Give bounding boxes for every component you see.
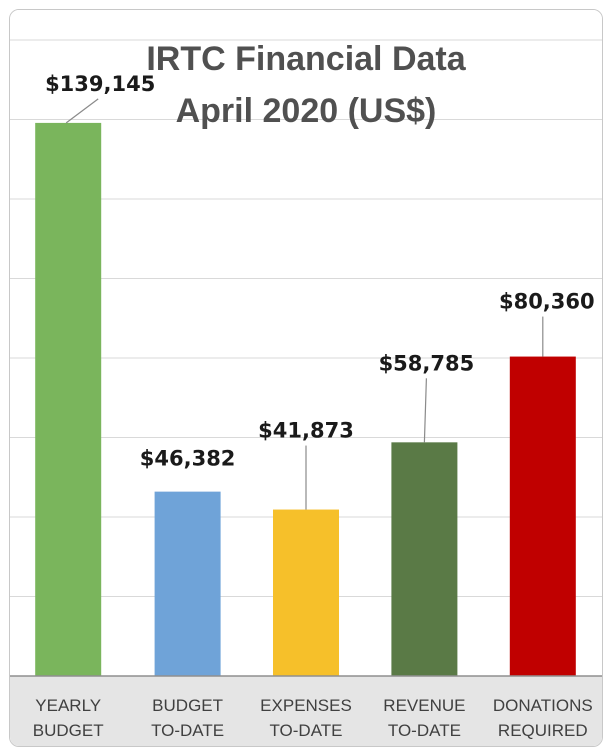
data-label: $139,145 bbox=[45, 72, 155, 96]
category-tick-label: TO-DATE bbox=[269, 721, 342, 740]
category-tick-label: TO-DATE bbox=[151, 721, 224, 740]
category-tick-label: EXPENSES bbox=[260, 696, 352, 715]
category-tick-label: DONATIONS bbox=[493, 696, 593, 715]
bars bbox=[35, 122, 576, 677]
leader-lines bbox=[65, 98, 544, 510]
category-tick-label: REQUIRED bbox=[498, 721, 588, 740]
bar bbox=[509, 356, 576, 676]
chart-title: IRTC Financial Data bbox=[146, 40, 466, 78]
bar bbox=[154, 491, 221, 676]
category-tick-label: BUDGET bbox=[33, 721, 104, 740]
category-tick-label: TO-DATE bbox=[388, 721, 461, 740]
category-tick-label: BUDGET bbox=[152, 696, 223, 715]
bar-chart: $139,145 $46,382 $41,873 $58,785 $80,360 YEA… bbox=[10, 10, 602, 746]
category-axis-band bbox=[10, 676, 602, 746]
leader-line bbox=[423, 378, 427, 443]
category-tick-labels: YEARLY BUDGET BUDGET TO-DATE EXPENSES TO-DATE… bbox=[33, 696, 593, 740]
category-tick-label: REVENUE bbox=[383, 696, 465, 715]
data-label: $46,382 bbox=[140, 447, 236, 471]
data-label: $58,785 bbox=[379, 351, 475, 375]
data-labels: $139,145 $46,382 $41,873 $58,785 $80,360 bbox=[45, 72, 595, 471]
bar bbox=[35, 122, 102, 677]
chart-subtitle: April 2020 (US$) bbox=[176, 92, 437, 130]
bar bbox=[391, 442, 458, 676]
data-label: $80,360 bbox=[499, 290, 595, 314]
chart-frame: $139,145 $46,382 $41,873 $58,785 $80,360 YEA… bbox=[9, 9, 603, 747]
data-label: $41,873 bbox=[258, 419, 354, 443]
leader-line bbox=[65, 98, 99, 124]
bar bbox=[273, 509, 339, 676]
category-tick-label: YEARLY bbox=[35, 696, 101, 715]
